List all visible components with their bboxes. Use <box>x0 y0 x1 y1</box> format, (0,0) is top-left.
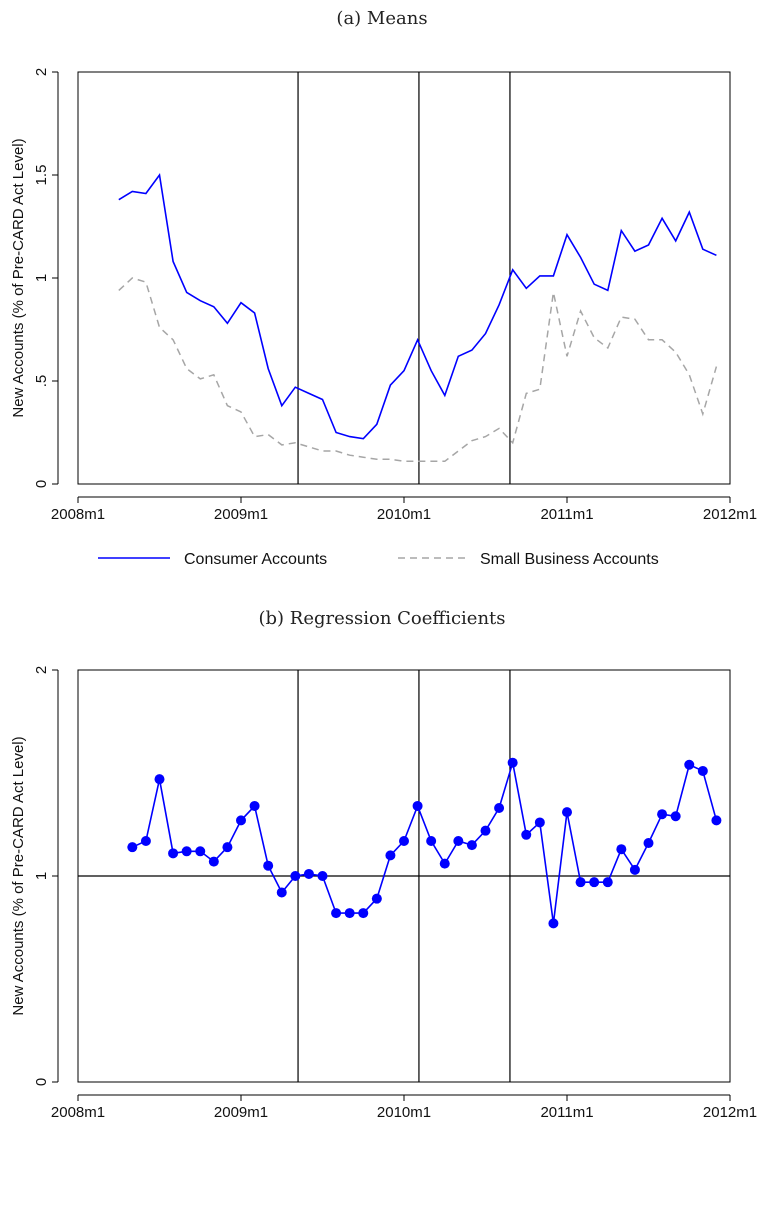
data-point <box>181 846 192 857</box>
series-line <box>118 172 717 440</box>
data-point <box>222 842 233 853</box>
data-point <box>249 800 260 811</box>
y-axis-title: New Accounts (% of Pre-CARD Act Level) <box>10 138 27 417</box>
data-point <box>697 765 708 776</box>
y-axis-title: New Accounts (% of Pre-CARD Act Level) <box>10 736 27 1015</box>
y-tick-label: 1 <box>33 274 50 282</box>
data-point <box>331 908 342 919</box>
data-point <box>168 848 179 859</box>
x-tick-label: 2012m1 <box>703 1104 757 1121</box>
data-point <box>548 918 559 929</box>
data-point <box>385 850 396 861</box>
y-tick-label: 0 <box>33 480 50 488</box>
data-point <box>562 807 572 818</box>
means-chart: 2008m1 2009m1 2010m1 2011m1 2012m1 0 .5 1 1.5 2 Ne… <box>10 68 757 568</box>
data-point <box>534 817 545 828</box>
data-point <box>602 877 613 888</box>
data-point <box>466 840 477 851</box>
data-point <box>140 835 151 846</box>
y-tick-label: .5 <box>33 375 50 388</box>
data-point <box>208 856 219 867</box>
plot-frame <box>77 71 731 485</box>
legend-label: Consumer Accounts <box>184 551 327 568</box>
data-point <box>629 864 640 875</box>
y-tick-label: 1 <box>33 872 50 880</box>
data-point <box>154 774 165 785</box>
data-point <box>616 844 627 855</box>
data-point <box>412 800 423 811</box>
panel-b-title: (b) Regression Coefficients <box>258 608 506 629</box>
data-point <box>453 835 464 846</box>
data-point <box>643 838 654 849</box>
data-point <box>426 835 437 846</box>
data-point <box>507 757 518 768</box>
y-tick-label: 2 <box>33 68 50 76</box>
x-tick-label: 2012m1 <box>703 506 757 523</box>
data-point <box>575 877 586 888</box>
data-point <box>711 815 722 826</box>
panel-a-title: (a) Means <box>336 8 428 29</box>
data-point <box>263 860 274 871</box>
data-point <box>371 893 382 904</box>
data-point <box>344 908 355 919</box>
series-line <box>131 762 718 924</box>
x-tick-label: 2008m1 <box>51 1104 105 1121</box>
y-tick-label: 2 <box>33 666 50 674</box>
data-point <box>670 811 681 822</box>
x-tick-label: 2011m1 <box>540 506 593 523</box>
data-point <box>494 803 505 814</box>
data-point <box>303 868 314 879</box>
x-tick-label: 2009m1 <box>214 1104 268 1121</box>
data-point <box>317 871 328 881</box>
x-tick-label: 2010m1 <box>377 506 431 523</box>
x-tick-label: 2009m1 <box>214 506 268 523</box>
data-point <box>521 829 532 840</box>
data-point <box>657 809 668 820</box>
y-tick-label: 1.5 <box>33 165 50 186</box>
x-tick-label: 2008m1 <box>51 506 105 523</box>
data-point <box>399 835 409 846</box>
data-point <box>195 846 206 857</box>
data-point <box>358 908 369 919</box>
x-tick-label: 2010m1 <box>377 1104 431 1121</box>
data-point <box>439 858 450 869</box>
y-tick-label: 0 <box>33 1078 50 1086</box>
data-point <box>276 887 287 898</box>
data-point <box>684 759 695 770</box>
data-point <box>290 871 301 881</box>
legend-label: Small Business Accounts <box>480 551 659 568</box>
data-point <box>127 842 138 853</box>
series-line <box>118 277 718 463</box>
data-point <box>236 815 246 826</box>
data-point <box>589 877 600 888</box>
x-tick-label: 2011m1 <box>540 1104 593 1121</box>
data-point <box>480 825 491 836</box>
